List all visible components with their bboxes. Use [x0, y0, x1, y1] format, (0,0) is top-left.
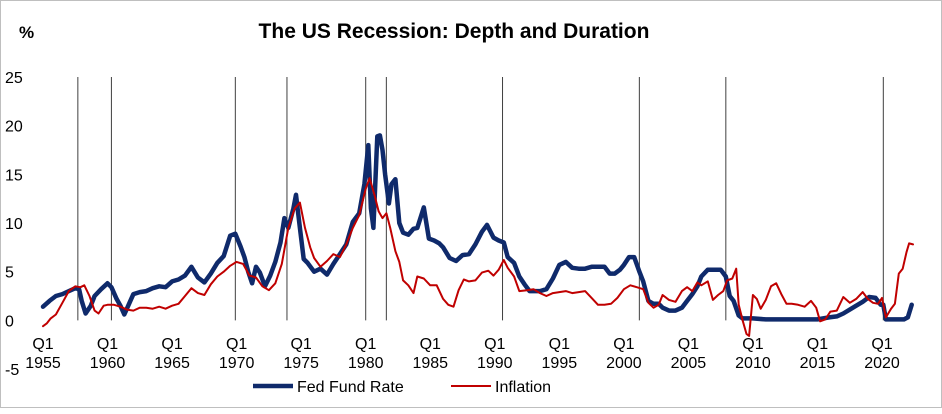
x-tick-quarter-label: Q1 [613, 336, 634, 353]
x-axis: Q1 1955 Q1 1960 Q1 1965 Q1 1970 Q1 1975 Q1 1980 Q1 19… [25, 336, 900, 372]
x-tick-year-label: 1985 [412, 355, 448, 372]
series-line-inflation [42, 177, 914, 337]
x-tick-quarter-label: Q1 [549, 336, 570, 353]
x-tick-year-label: 1990 [477, 355, 513, 372]
x-tick-year-label: 2020 [864, 355, 900, 372]
x-tick-year-label: 1970 [219, 355, 255, 372]
x-tick-year-label: 2000 [606, 355, 642, 372]
x-tick-quarter-label: Q1 [678, 336, 699, 353]
recession-markers [77, 77, 884, 321]
legend: Fed Fund Rate Inflation [253, 379, 551, 396]
y-tick-label: 25 [5, 70, 23, 87]
plot-area [40, 133, 914, 337]
y-tick-label: -5 [5, 362, 19, 379]
x-tick-year-label: 2015 [800, 355, 836, 372]
legend-label: Inflation [495, 379, 551, 396]
y-tick-label: 5 [5, 265, 14, 282]
x-tick-quarter-label: Q1 [871, 336, 892, 353]
x-tick-quarter-label: Q1 [420, 336, 441, 353]
x-tick-quarter-label: Q1 [290, 336, 311, 353]
x-tick-year-label: 1965 [154, 355, 190, 372]
x-tick-quarter-label: Q1 [742, 336, 763, 353]
x-tick-quarter-label: Q1 [807, 336, 828, 353]
x-tick-year-label: 2010 [735, 355, 771, 372]
x-tick-year-label: 1960 [90, 355, 126, 372]
y-tick-label: 0 [5, 313, 14, 330]
x-tick-year-label: 1980 [348, 355, 384, 372]
x-tick-quarter-label: Q1 [355, 336, 376, 353]
chart-title: The US Recession: Depth and Duration [259, 20, 650, 43]
y-axis-unit-label: % [19, 23, 34, 42]
x-tick-year-label: 1975 [283, 355, 319, 372]
x-tick-quarter-label: Q1 [97, 336, 118, 353]
x-tick-quarter-label: Q1 [32, 336, 53, 353]
x-tick-year-label: 1955 [25, 355, 61, 372]
x-tick-quarter-label: Q1 [226, 336, 247, 353]
x-tick-year-label: 2005 [671, 355, 707, 372]
series-line-fed-fund-rate [40, 133, 914, 322]
x-tick-quarter-label: Q1 [161, 336, 182, 353]
x-tick-quarter-label: Q1 [484, 336, 505, 353]
y-tick-label: 10 [5, 216, 23, 233]
y-tick-label: 20 [5, 119, 23, 136]
y-tick-label: 15 [5, 167, 23, 184]
y-axis: 25 20 15 10 5 0 -5 [5, 70, 23, 379]
x-tick-year-label: 1995 [542, 355, 578, 372]
legend-label: Fed Fund Rate [297, 379, 404, 396]
